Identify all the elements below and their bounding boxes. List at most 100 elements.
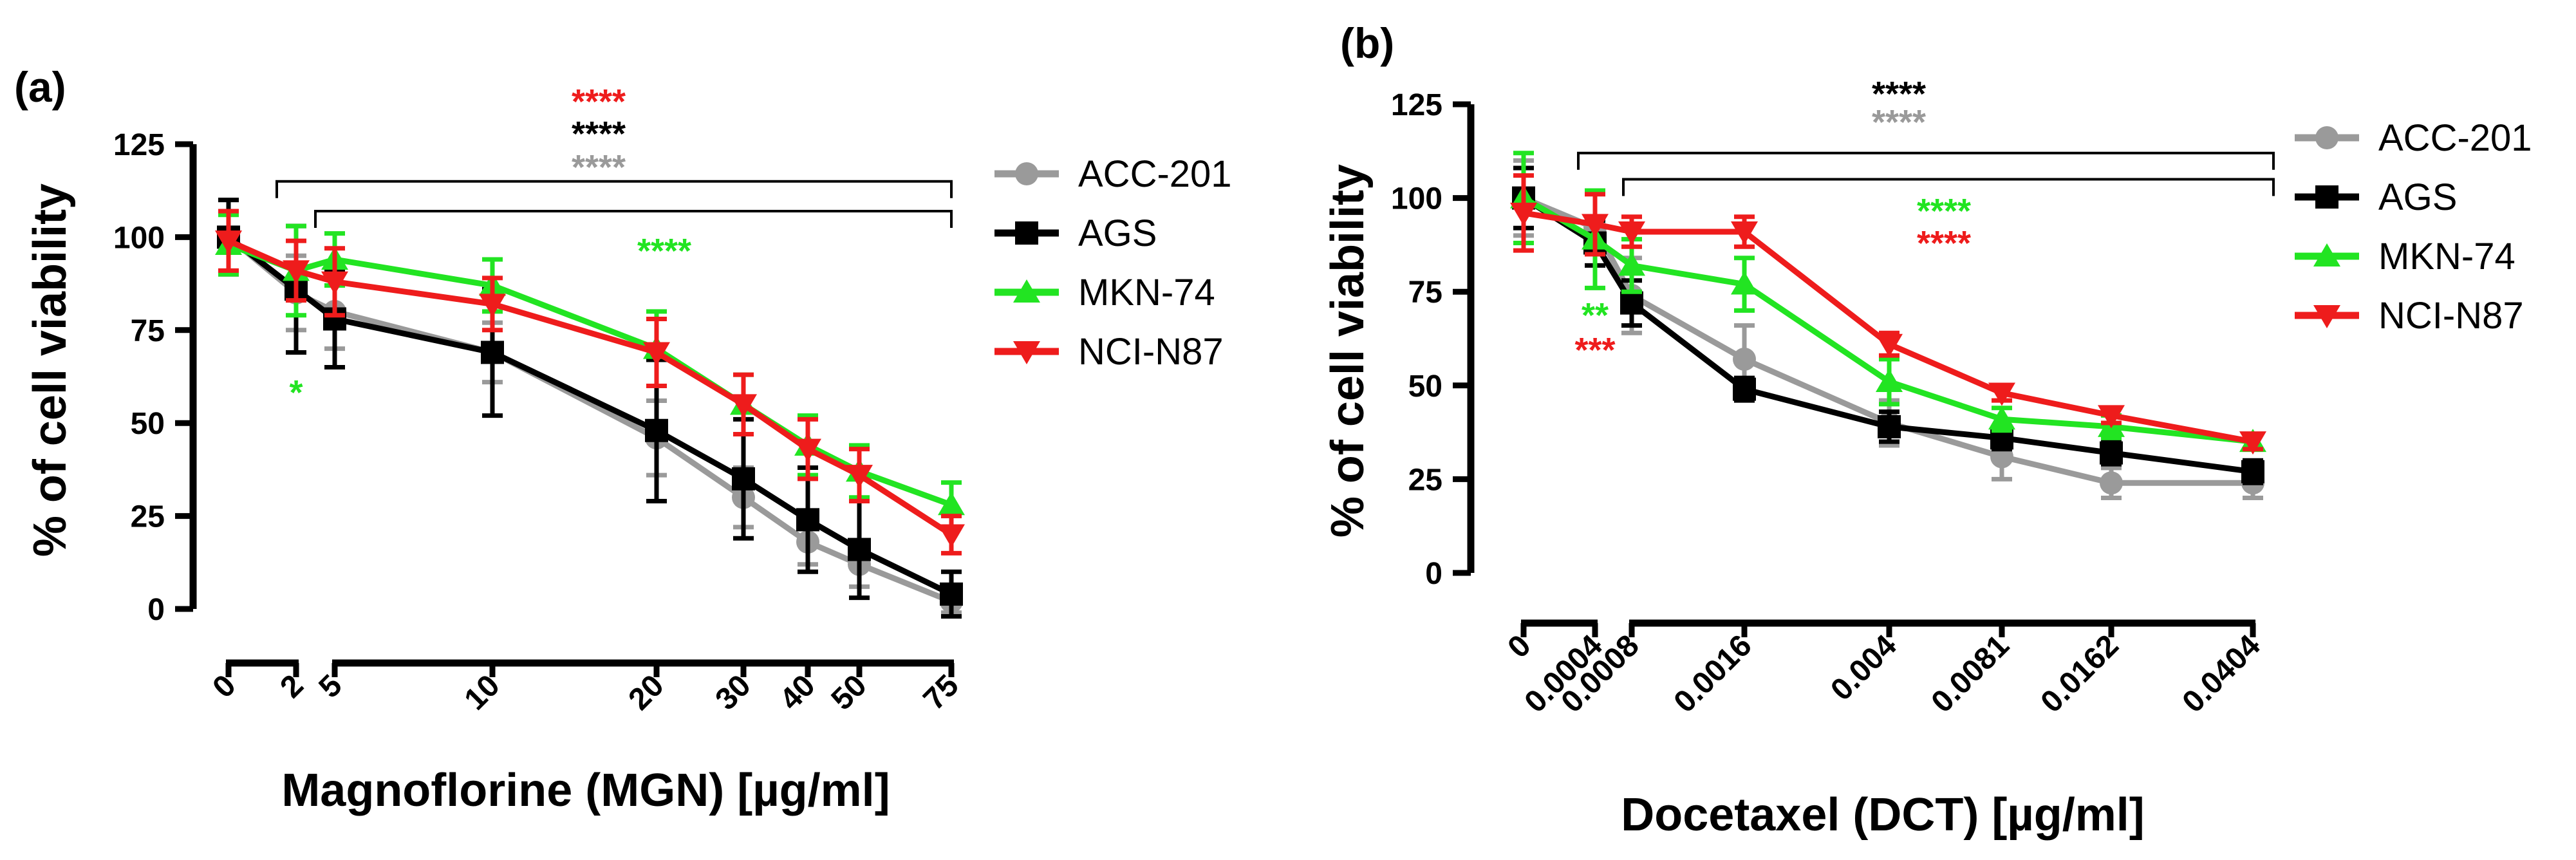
panel-a-legend-entry: ACC-201 bbox=[994, 153, 1232, 195]
data-point bbox=[938, 524, 965, 548]
panel-b-significance-stars: **** bbox=[1872, 103, 1926, 142]
legend-label: ACC-201 bbox=[1078, 153, 1232, 195]
data-point bbox=[215, 230, 242, 254]
panel-b-significance-bracket bbox=[1577, 151, 2275, 170]
panel-b-y-tick-label: 100 bbox=[1391, 182, 1442, 216]
panel-b-x-tick-label: 0.0404 bbox=[2176, 628, 2267, 720]
panel-b-significance-bracket bbox=[1622, 178, 2275, 196]
legend-swatch-marker bbox=[1015, 162, 1038, 185]
data-point bbox=[732, 467, 755, 491]
panel-b-series-acc-201 bbox=[1512, 158, 2264, 501]
legend-swatch-marker bbox=[2315, 126, 2338, 149]
data-point bbox=[645, 418, 668, 442]
panel-a-x-tick-label: 0 bbox=[206, 668, 242, 704]
legend-label: NCI-N87 bbox=[1078, 331, 1224, 373]
data-point bbox=[1878, 415, 1901, 438]
panel-a-y-axis-title: % of cell viability bbox=[24, 183, 76, 557]
legend-swatch-marker bbox=[1015, 221, 1038, 245]
legend-label: AGS bbox=[1078, 212, 1157, 254]
panel-b-y-axis-title: % of cell viability bbox=[1322, 164, 1374, 538]
panel-b-series-nci-n87 bbox=[1510, 173, 2266, 455]
panel-a-x-axis-title: Magnoflorine (MGN) [µg/ml] bbox=[281, 765, 890, 816]
data-point bbox=[1733, 348, 1756, 371]
panel-a: (a) % of cell viability Magnoflorine (MG… bbox=[14, 63, 1232, 816]
data-point bbox=[1876, 368, 1903, 392]
data-point bbox=[2098, 405, 2125, 429]
panel-a-legend-entry: NCI-N87 bbox=[994, 331, 1224, 373]
panel-a-y-tick-label: 0 bbox=[147, 593, 165, 627]
panel-a-x-tick-label: 40 bbox=[774, 668, 822, 716]
panel-b-significance-stars: **** bbox=[1917, 224, 1971, 263]
panel-b-significance-stars: **** bbox=[1917, 192, 1971, 230]
panel-a-x-tick-label: 30 bbox=[709, 668, 758, 716]
data-point bbox=[1618, 221, 1645, 245]
panel-b-label: (b) bbox=[1340, 19, 1394, 67]
data-point bbox=[2241, 460, 2264, 483]
panel-b-x-tick-label: 0.0081 bbox=[1925, 628, 2015, 719]
panel-a-y-tick-label: 50 bbox=[131, 407, 165, 441]
data-point bbox=[643, 342, 670, 366]
panel-b-y-tick-label: 25 bbox=[1408, 463, 1442, 497]
panel-a-y-tick-label: 75 bbox=[131, 314, 165, 348]
data-point bbox=[794, 438, 821, 462]
panel-a-significance-stars: **** bbox=[572, 82, 626, 121]
data-point bbox=[2100, 471, 2123, 495]
panel-a-legend-entry: AGS bbox=[994, 212, 1157, 254]
legend-swatch-marker bbox=[1013, 279, 1040, 303]
panel-a-x-tick-label: 10 bbox=[458, 668, 507, 716]
panel-a-series-mkn-74 bbox=[215, 212, 965, 530]
panel-b-legend-entry: AGS bbox=[2295, 176, 2458, 218]
panel-a-significance-stars: **** bbox=[637, 232, 691, 270]
legend-label: MKN-74 bbox=[1078, 272, 1215, 313]
panel-b-y-tick-label: 75 bbox=[1408, 276, 1442, 310]
panel-a-significance-bracket bbox=[275, 180, 953, 198]
legend-swatch-marker bbox=[2315, 185, 2338, 209]
data-point bbox=[321, 271, 348, 295]
panel-b-x-tick-label: 0 bbox=[1501, 628, 1537, 664]
data-point bbox=[1618, 252, 1645, 276]
data-point bbox=[730, 394, 757, 418]
panel-b-y-tick-label: 0 bbox=[1425, 557, 1442, 591]
panel-b-significance-stars: ** bbox=[1582, 296, 1609, 335]
panel-a-y-tick-label: 100 bbox=[113, 221, 165, 255]
data-point bbox=[1733, 377, 1756, 401]
panel-b-x-tick-label: 0.0016 bbox=[1667, 628, 1758, 719]
panel-a-label: (a) bbox=[14, 63, 66, 111]
data-point bbox=[940, 582, 963, 606]
panel-b-y-tick-label: 50 bbox=[1408, 369, 1442, 404]
data-point bbox=[796, 508, 819, 532]
data-point bbox=[479, 294, 506, 317]
panel-b-x-tick-label: 0.004 bbox=[1824, 628, 1903, 707]
panel-a-y-tick-label: 125 bbox=[113, 128, 165, 162]
panel-b-significance-stars: **** bbox=[1872, 75, 1926, 113]
panel-a-x-tick-label: 20 bbox=[622, 668, 671, 716]
panel-a-significance-bracket bbox=[314, 209, 953, 228]
panel-b-significance-stars: *** bbox=[1574, 331, 1615, 369]
legend-swatch-marker bbox=[2313, 305, 2340, 328]
panel-a-legend-entry: MKN-74 bbox=[994, 272, 1215, 313]
data-point bbox=[1988, 382, 2015, 406]
data-point bbox=[1620, 291, 1643, 315]
panel-a-significance-stars: **** bbox=[572, 148, 626, 187]
panel-b-y-tick-label: 125 bbox=[1391, 88, 1442, 122]
legend-label: MKN-74 bbox=[2378, 236, 2515, 277]
panel-b: (b) % of cell viability Docetaxel (DCT) … bbox=[1322, 19, 2532, 841]
legend-label: AGS bbox=[2378, 176, 2458, 218]
data-point bbox=[1582, 214, 1609, 238]
data-point bbox=[283, 260, 310, 284]
legend-label: ACC-201 bbox=[2378, 117, 2532, 159]
legend-swatch-marker bbox=[2313, 243, 2340, 266]
data-point bbox=[481, 341, 504, 364]
panel-b-legend-entry: NCI-N87 bbox=[2295, 295, 2524, 337]
panel-a-x-tick-label: 5 bbox=[312, 668, 348, 704]
panel-a-significance-stars: * bbox=[289, 373, 303, 412]
panel-b-legend-entry: MKN-74 bbox=[2295, 236, 2515, 277]
panel-b-x-axis-title: Docetaxel (DCT) [µg/ml] bbox=[1621, 789, 2145, 841]
panel-b-legend-entry: ACC-201 bbox=[2295, 117, 2532, 159]
data-point bbox=[2239, 431, 2266, 455]
legend-swatch-marker bbox=[1013, 341, 1040, 364]
panel-a-y-tick-label: 25 bbox=[131, 500, 165, 534]
data-point bbox=[846, 465, 873, 489]
data-point bbox=[2100, 441, 2123, 465]
